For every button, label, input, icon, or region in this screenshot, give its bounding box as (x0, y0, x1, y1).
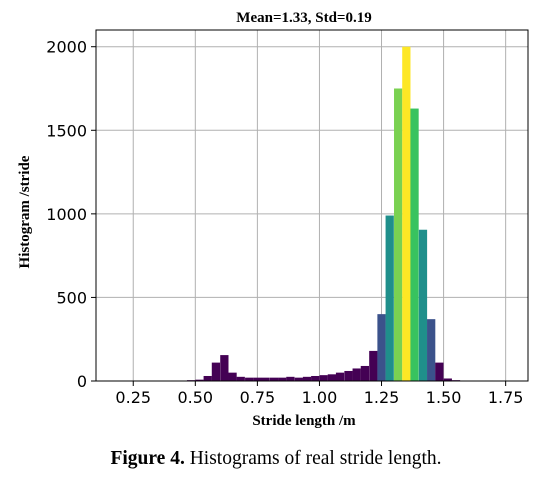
histogram-bar (228, 372, 237, 381)
histogram-bar (236, 376, 245, 381)
histogram-bar (435, 362, 444, 381)
histogram-bar (253, 377, 262, 381)
histogram-bar (369, 350, 378, 381)
x-tick-label: 1.25 (364, 388, 400, 407)
grid (96, 30, 528, 382)
y-tick-label: 0 (77, 372, 87, 391)
histogram-bar (195, 379, 204, 381)
y-tick-label: 1500 (46, 121, 87, 140)
y-ticks: 0 500 1000 1500 2000 (46, 38, 96, 391)
x-axis-label: Stride length /m (252, 413, 356, 429)
x-tick-label: 1.50 (426, 388, 462, 407)
histogram-bar (203, 375, 212, 381)
histogram-bar (319, 375, 328, 381)
y-tick-label: 500 (56, 288, 87, 307)
x-ticks: 0.25 0.50 0.75 1.00 1.25 1.50 1.75 (115, 381, 523, 407)
histogram-bar (352, 368, 361, 381)
histogram-bar (394, 88, 403, 381)
histogram-bar (418, 229, 428, 381)
histogram-bar (261, 377, 270, 381)
histogram-bar (211, 362, 221, 381)
histogram-bar (269, 377, 279, 381)
x-tick-label: 0.50 (177, 388, 213, 407)
histogram-bar (410, 108, 419, 382)
histogram-bar (427, 319, 436, 381)
histogram-bar (377, 314, 386, 381)
histogram-bar (278, 377, 287, 381)
figure-caption-label: Figure 4. (110, 448, 185, 469)
histogram-bar (294, 377, 303, 381)
histogram-bar (311, 375, 320, 381)
figure-caption-text: Histograms of real stride length. (184, 448, 442, 469)
histogram-bar (245, 377, 254, 381)
chart-title: Mean=1.33, Std=0.19 (236, 10, 371, 26)
figure-caption: Figure 4. Histograms of real stride leng… (0, 448, 552, 470)
x-tick-label: 1.75 (488, 388, 524, 407)
histogram-bar (385, 215, 394, 381)
histogram-bar (220, 355, 229, 381)
histogram-bar (286, 376, 295, 381)
histogram-bar (360, 365, 370, 381)
histogram-bar (327, 374, 336, 381)
histogram-bar (443, 378, 452, 381)
histogram-chart: Mean=1.33, Std=0.19 Histogram /stride St… (17, 10, 529, 429)
y-tick-label: 2000 (46, 38, 87, 57)
histogram-bar (402, 46, 411, 381)
plot-frame (95, 29, 529, 382)
histogram-bar (302, 376, 312, 381)
y-tick-label: 1000 (46, 205, 87, 224)
histogram-bar (344, 370, 353, 381)
x-tick-label: 0.25 (115, 388, 151, 407)
histogram-bar (335, 372, 345, 381)
y-axis-label: Histogram /stride (17, 155, 33, 268)
x-tick-label: 0.75 (240, 388, 276, 407)
x-tick-label: 1.00 (302, 388, 338, 407)
